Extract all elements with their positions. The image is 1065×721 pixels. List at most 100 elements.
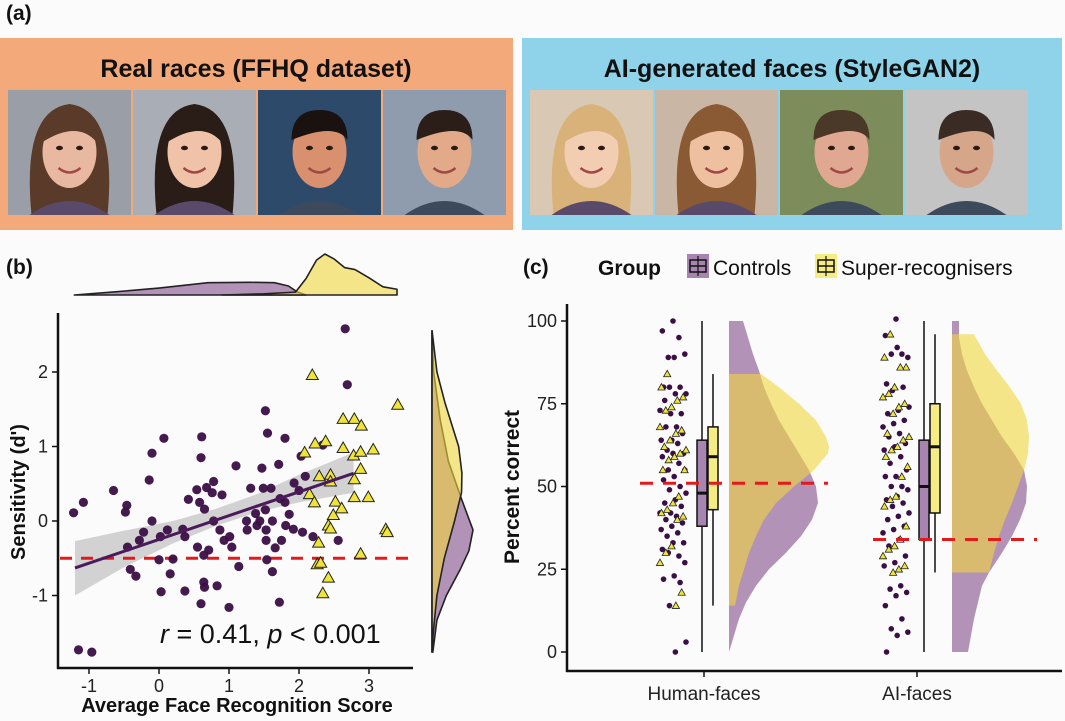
point-super-recogniser: [678, 511, 688, 520]
point-super-recogniser: [883, 429, 892, 437]
mouth: [954, 167, 979, 174]
point-super-recogniser: [673, 515, 682, 523]
point-super-recogniser: [878, 551, 888, 560]
point-controls: [672, 391, 679, 397]
point-controls: [159, 433, 169, 443]
point-controls: [260, 505, 270, 515]
point-controls: [196, 599, 206, 609]
y-tick-label: 1: [38, 437, 48, 457]
point-super-recogniser: [677, 425, 686, 434]
point-controls: [658, 526, 664, 533]
point-controls: [683, 490, 689, 496]
point-super-recogniser: [308, 436, 322, 449]
point-controls: [224, 602, 234, 613]
legend: Group Controls Super-recognisers: [598, 254, 1013, 280]
point-super-recogniser: [336, 411, 350, 424]
point-super-recogniser: [887, 445, 896, 454]
x-tick-label: 2: [294, 676, 304, 696]
point-controls: [209, 476, 219, 487]
point-controls: [199, 504, 210, 514]
shoulders: [279, 201, 360, 215]
x-category-label: AI-faces: [882, 684, 952, 705]
point-controls: [192, 485, 202, 495]
eye: [326, 145, 333, 151]
point-super-recogniser: [880, 352, 889, 361]
mouth: [57, 167, 82, 174]
point-controls: [162, 525, 172, 535]
point-super-recogniser: [328, 494, 343, 507]
point-super-recogniser: [667, 541, 676, 550]
point-controls: [227, 542, 237, 552]
point-controls: [234, 561, 244, 572]
point-controls: [147, 516, 157, 526]
y-axis-label: Sensitivity (d'): [8, 424, 30, 560]
point-controls: [882, 602, 889, 609]
point-super-recogniser: [674, 492, 684, 500]
point-super-recogniser: [323, 521, 338, 534]
point-controls: [900, 384, 906, 391]
x-tick-label: 3: [364, 676, 374, 696]
y-axis-label-c: Percent correct: [501, 410, 524, 564]
legend-key-super-recognisers: [815, 254, 837, 278]
point-super-recogniser: [894, 402, 904, 411]
point-controls: [683, 391, 689, 397]
eye: [848, 145, 855, 151]
point-super-recogniser: [890, 382, 899, 391]
point-controls: [308, 532, 318, 542]
point-controls: [906, 510, 912, 516]
point-controls: [902, 553, 909, 559]
point-super-recogniser: [888, 409, 898, 417]
point-controls: [903, 589, 910, 596]
point-controls: [251, 508, 261, 519]
mouth: [432, 167, 457, 174]
point-controls: [883, 381, 890, 387]
point-super-recogniser: [658, 465, 668, 474]
point-super-recogniser: [890, 541, 899, 550]
point-super-recogniser: [315, 586, 330, 599]
point-super-recogniser: [665, 435, 675, 444]
point-super-recogniser: [884, 544, 894, 553]
point-controls: [680, 539, 687, 546]
y-tick-label: 75: [537, 394, 557, 414]
legend-label-controls: Controls: [713, 257, 791, 280]
point-controls: [890, 526, 897, 533]
point-controls: [340, 324, 350, 334]
point-controls: [676, 553, 682, 559]
point-controls: [881, 563, 887, 569]
point-controls: [231, 461, 241, 471]
eye: [723, 145, 730, 151]
regression-line: [74, 471, 355, 570]
point-controls: [270, 543, 280, 553]
legend-title: Group: [598, 257, 661, 280]
y-tick-label: 0: [38, 511, 48, 531]
shoulders: [404, 201, 485, 215]
mouth: [829, 167, 854, 174]
point-super-recogniser: [657, 508, 666, 517]
point-controls: [670, 318, 676, 324]
point-super-recogniser: [894, 564, 904, 573]
point-controls: [900, 500, 906, 506]
point-super-recogniser: [881, 452, 891, 460]
point-controls: [659, 453, 666, 460]
x-tick-label: 0: [154, 676, 164, 696]
point-controls: [154, 555, 164, 565]
x-tick-label: -1: [81, 676, 97, 696]
fringe: [167, 114, 222, 142]
point-super-recogniser: [896, 362, 905, 371]
point-controls: [284, 509, 294, 519]
point-controls: [905, 629, 911, 635]
point-controls: [87, 647, 97, 657]
point-controls: [887, 586, 893, 592]
point-super-recogniser: [681, 445, 691, 454]
point-super-recogniser: [675, 448, 685, 457]
point-controls: [893, 592, 899, 599]
real-faces-row: [8, 90, 506, 215]
boxplot-controls-box: [918, 439, 930, 541]
point-super-recogniser: [668, 498, 678, 507]
point-super-recogniser: [390, 397, 405, 410]
point-controls: [883, 649, 890, 655]
point-controls: [267, 567, 277, 577]
point-controls: [682, 559, 688, 566]
point-controls: [880, 424, 886, 430]
point-super-recogniser: [671, 601, 681, 609]
